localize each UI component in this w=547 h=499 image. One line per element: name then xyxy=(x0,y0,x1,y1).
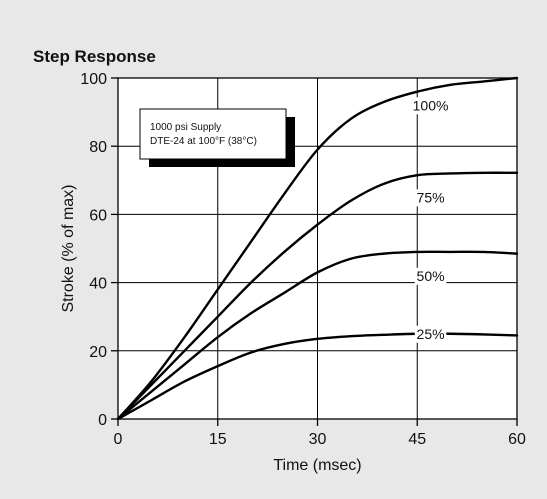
x-tick-label: 60 xyxy=(508,431,526,448)
y-tick-label: 40 xyxy=(89,276,107,293)
series-label: 100% xyxy=(413,97,449,113)
x-tick-label: 0 xyxy=(114,431,123,448)
x-tick-label: 45 xyxy=(408,431,426,448)
series-label-bg xyxy=(414,325,447,343)
note-line: DTE-24 at 100°F (38°C) xyxy=(150,136,257,147)
series-line xyxy=(116,76,519,421)
series-line xyxy=(116,250,519,421)
series-label-bg xyxy=(414,267,447,285)
x-tick-label: 30 xyxy=(309,431,327,448)
series-line xyxy=(116,332,519,421)
series-label-bg xyxy=(414,189,447,207)
plot-area: 0 15 30 45 60 0 20 40 60 80 100 Time (msec) Stroke (… xyxy=(60,71,526,474)
series-label: 75% xyxy=(417,189,445,205)
y-tick-label: 0 xyxy=(98,412,107,429)
y-tick-label: 60 xyxy=(89,207,107,224)
x-axis-label: Time (msec) xyxy=(273,457,361,474)
series-line xyxy=(116,171,519,421)
y-tick-label: 100 xyxy=(80,71,107,88)
x-tick-label: 15 xyxy=(209,431,227,448)
y-tick-label: 20 xyxy=(89,344,107,361)
y-axis-label: Stroke (% of max) xyxy=(60,184,77,312)
series-label: 50% xyxy=(417,268,445,284)
series-label-bg xyxy=(410,97,451,115)
note-box xyxy=(139,108,287,160)
y-tick-label: 80 xyxy=(89,139,107,156)
note-line: 1000 psi Supply xyxy=(150,122,221,133)
chart-title: Step Response xyxy=(33,47,156,66)
series-label: 25% xyxy=(417,326,445,342)
